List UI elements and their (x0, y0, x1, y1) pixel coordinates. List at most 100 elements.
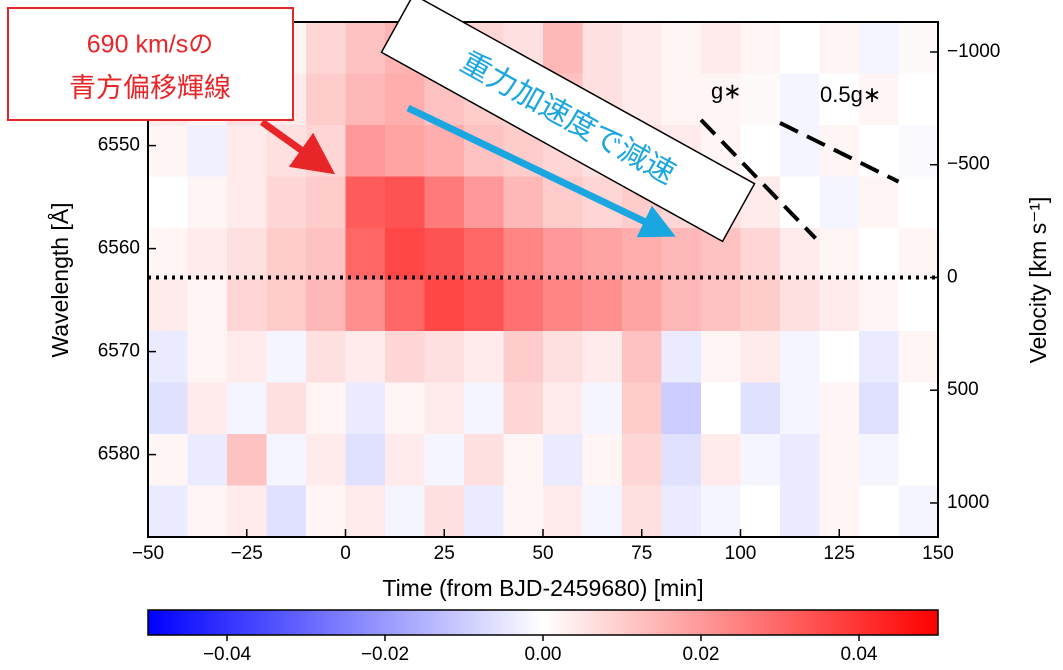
cell (622, 22, 662, 74)
cell (543, 331, 583, 383)
cell (661, 279, 702, 332)
cell (227, 176, 267, 229)
cell (780, 125, 820, 177)
cell (898, 22, 939, 74)
cell (622, 485, 662, 538)
cell (701, 382, 741, 435)
cell (898, 125, 939, 177)
cell (266, 176, 307, 229)
cell (345, 125, 386, 177)
overlay: g∗ 0.5g∗ (148, 79, 938, 280)
cell (859, 22, 899, 74)
cell (424, 176, 465, 229)
cell (227, 125, 267, 177)
cell (148, 485, 188, 538)
cell (464, 176, 504, 229)
cell (701, 73, 741, 126)
cell (543, 485, 583, 538)
cell (503, 434, 544, 486)
reference-label: 0.5g∗ (820, 82, 881, 107)
cell (148, 279, 188, 332)
x-tick-label: −50 (132, 543, 164, 564)
cell (701, 331, 741, 383)
cell (424, 331, 465, 383)
x-tick-label: 0 (340, 543, 351, 564)
cell (740, 485, 781, 538)
cell (345, 485, 386, 538)
cell (582, 331, 623, 383)
cell (148, 125, 188, 177)
cell (859, 279, 899, 332)
cell (306, 434, 346, 486)
x-tick-label: 75 (631, 543, 652, 564)
annotation: 690 km/sの (87, 31, 213, 59)
cell (543, 279, 583, 332)
cell (622, 331, 662, 383)
cell (740, 382, 781, 435)
x-tick-label: −25 (231, 543, 263, 564)
cell (859, 382, 899, 435)
cell (661, 22, 702, 74)
cell (345, 331, 386, 383)
cell (661, 382, 702, 435)
cell (503, 331, 544, 383)
cell (187, 279, 228, 332)
cell (503, 382, 544, 435)
cell (503, 176, 544, 229)
cell (187, 228, 228, 280)
cell (819, 228, 860, 280)
cell (345, 176, 386, 229)
cell (464, 331, 504, 383)
cell (464, 228, 504, 280)
cell (227, 485, 267, 538)
x-tick-label: 125 (823, 543, 855, 564)
cell (780, 176, 820, 229)
cell (148, 176, 188, 229)
cell (701, 485, 741, 538)
cell (543, 434, 583, 486)
colorbar-tick-label: −0.02 (361, 644, 409, 665)
annotation: 青方偏移輝線 (69, 73, 231, 103)
cell (424, 382, 465, 435)
cell (740, 228, 781, 280)
cell (424, 434, 465, 486)
cell (740, 434, 781, 486)
y2-tick-label: 500 (947, 379, 979, 400)
cell (345, 279, 386, 332)
cell (464, 279, 504, 332)
cell (148, 434, 188, 486)
cell (780, 22, 820, 74)
cell (780, 331, 820, 383)
cell (464, 485, 504, 538)
arrow (259, 119, 336, 175)
cell (266, 331, 307, 383)
x-tick-label: 50 (532, 543, 553, 564)
cell (780, 434, 820, 486)
cell (661, 434, 702, 486)
reference-line (779, 121, 900, 184)
cell (859, 228, 899, 280)
cell (859, 125, 899, 177)
annotation-box (7, 7, 294, 121)
cell (424, 485, 465, 538)
cell (503, 228, 544, 280)
cell (819, 382, 860, 435)
cell (345, 22, 386, 74)
cell (227, 382, 267, 435)
reference-label: g∗ (711, 79, 742, 104)
cell (345, 382, 386, 435)
cell (898, 176, 939, 229)
cell (543, 228, 583, 280)
arrow (406, 104, 676, 238)
colorbar-tick-label: 0.02 (683, 644, 720, 665)
cell (701, 434, 741, 486)
cell (266, 485, 307, 538)
cell (543, 22, 583, 74)
cell (859, 73, 899, 126)
cell (819, 176, 860, 229)
cell (187, 434, 228, 486)
cell (306, 73, 346, 126)
cell (464, 382, 504, 435)
cell (819, 279, 860, 332)
